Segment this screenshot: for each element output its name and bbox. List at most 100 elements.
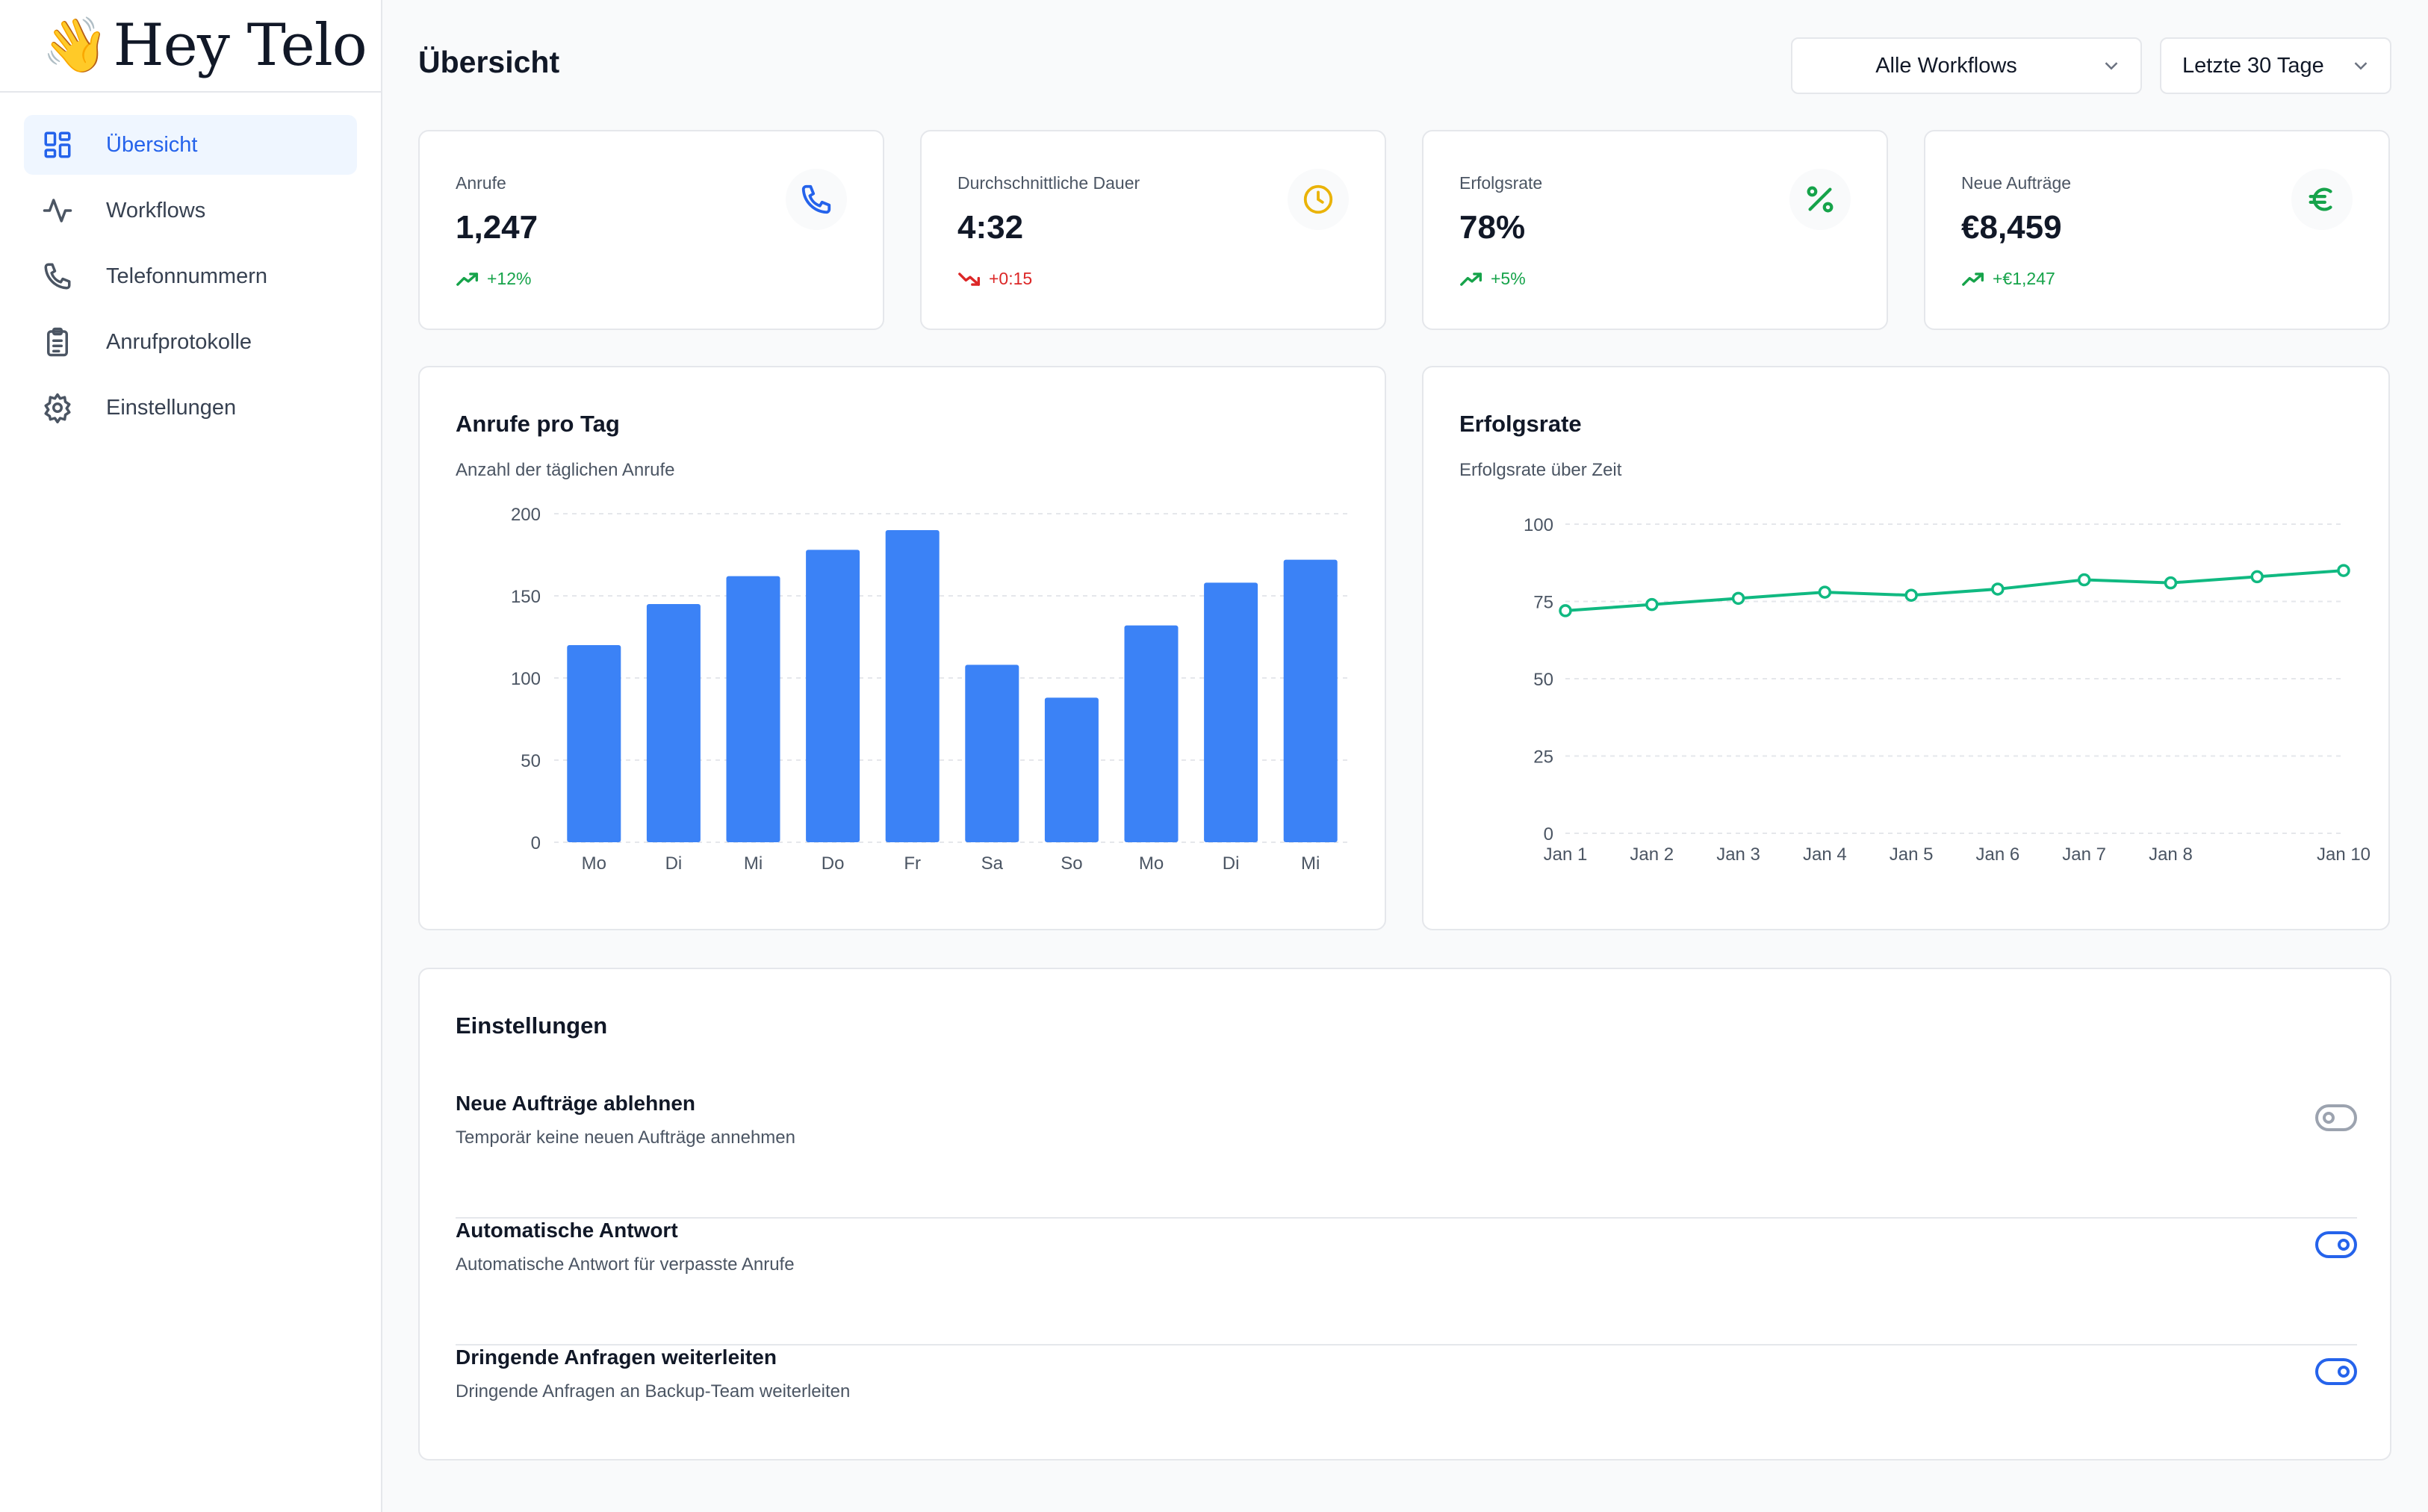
- calls-per-day-chart-card: Anrufe pro Tag Anzahl der täglichen Anru…: [418, 366, 1386, 930]
- toggle-on-icon[interactable]: [2315, 1231, 2357, 1259]
- stat-card-duration: Durchschnittliche Dauer 4:32 +0:15: [920, 130, 1386, 330]
- x-tick-label: Do: [822, 853, 845, 874]
- x-tick-label: Fr: [904, 853, 921, 874]
- chart-title: Anrufe pro Tag: [456, 411, 620, 437]
- success-rate-chart-card: Erfolgsrate Erfolgsrate über Zeit 0 25 50 7…: [1422, 366, 2390, 930]
- data-point: [2164, 576, 2178, 590]
- setting-row-auto-reply: Automatische Antwort Automatische Antwor…: [456, 1219, 2357, 1345]
- setting-description: Dringende Anfragen an Backup-Team weiter…: [456, 1381, 851, 1401]
- sidebar-item-label: Übersicht: [106, 132, 198, 157]
- toggle-on-icon[interactable]: [2315, 1357, 2357, 1386]
- x-tick-label: Jan 10: [2317, 844, 2370, 865]
- bar: [1204, 582, 1258, 842]
- y-tick-label: 100: [511, 669, 541, 689]
- chart-subtitle: Erfolgsrate über Zeit: [1459, 460, 1622, 480]
- activity-icon: [40, 193, 75, 228]
- stat-change-value: +5%: [1491, 269, 1526, 288]
- data-point: [2077, 573, 2091, 587]
- y-tick-label: 50: [521, 751, 541, 771]
- data-point: [1731, 591, 1745, 606]
- bar: [726, 576, 780, 842]
- bar: [1283, 559, 1338, 842]
- data-point: [1818, 585, 1832, 599]
- workflow-select-value: Alle Workflows: [1875, 53, 2017, 78]
- main-content: Übersicht Alle Workflows Letzte 30 Tage …: [382, 0, 2428, 1512]
- series-line: [1565, 569, 2344, 612]
- sidebar-item-uebersicht[interactable]: Übersicht: [24, 115, 357, 175]
- bar: [965, 665, 1019, 842]
- bar: [567, 645, 621, 842]
- stat-change: +€1,247: [1961, 269, 2055, 289]
- x-tick-label: Mo: [1139, 853, 1164, 874]
- setting-description: Temporär keine neuen Aufträge annehmen: [456, 1127, 795, 1148]
- sidebar-item-label: Telefonnummern: [106, 264, 267, 288]
- stat-change: +0:15: [957, 269, 1032, 289]
- percent-icon: [1789, 169, 1851, 230]
- stat-value: 78%: [1459, 209, 1526, 246]
- sidebar-item-anrufprotokolle[interactable]: Anrufprotokolle: [24, 312, 357, 372]
- phone-icon: [40, 259, 75, 293]
- sidebar-item-label: Workflows: [106, 198, 206, 223]
- date-range-select[interactable]: Letzte 30 Tage: [2160, 37, 2391, 94]
- data-point: [1991, 582, 2005, 596]
- phone-icon: [786, 169, 847, 230]
- settings-title: Einstellungen: [456, 1012, 608, 1039]
- data-point: [1904, 588, 1918, 602]
- setting-description: Automatische Antwort für verpasste Anruf…: [456, 1254, 795, 1275]
- stat-card-new-orders: Neue Aufträge €8,459 +€1,247: [1924, 130, 2390, 330]
- stat-change-value: +0:15: [989, 269, 1033, 288]
- date-range-select-value: Letzte 30 Tage: [2182, 53, 2324, 78]
- x-tick-label: Sa: [981, 853, 1004, 874]
- stat-value: 1,247: [456, 209, 538, 246]
- sidebar-item-label: Einstellungen: [106, 395, 237, 420]
- x-tick-label: Jan 6: [1976, 844, 2020, 865]
- euro-icon: [2291, 169, 2353, 230]
- x-tick-label: Jan 7: [2062, 844, 2106, 865]
- workflow-select[interactable]: Alle Workflows: [1791, 37, 2142, 94]
- sidebar-item-telefonnummern[interactable]: Telefonnummern: [24, 246, 357, 306]
- sidebar-nav: Übersicht Workflows Telefonnummern Anruf…: [0, 93, 381, 466]
- y-tick-label: 150: [511, 587, 541, 607]
- gear-icon: [40, 391, 75, 425]
- bar: [1044, 697, 1099, 842]
- sidebar-item-workflows[interactable]: Workflows: [24, 181, 357, 240]
- chevron-down-icon: [2354, 62, 2368, 70]
- y-tick-label: 0: [531, 833, 541, 853]
- sidebar-item-einstellungen[interactable]: Einstellungen: [24, 378, 357, 438]
- y-tick-label: 100: [1524, 515, 1553, 535]
- stat-change: +5%: [1459, 269, 1526, 289]
- data-point: [2250, 570, 2264, 584]
- x-tick-label: Mo: [582, 853, 606, 874]
- x-tick-label: Jan 4: [1803, 844, 1847, 865]
- data-point: [1559, 604, 1572, 617]
- stat-change-value: +€1,247: [1993, 269, 2055, 288]
- brand-name: Hey Telo: [113, 12, 367, 79]
- stat-value: €8,459: [1961, 209, 2062, 246]
- x-tick-label: Jan 5: [1890, 844, 1934, 865]
- bar-chart: 0 50 100 150 200 Mo Di Mi Do Fr Sa So Mo Di Mi: [511, 505, 1350, 874]
- chevron-down-icon: [2105, 62, 2118, 70]
- toggle-off-icon[interactable]: [2315, 1104, 2357, 1132]
- clock-icon: [1288, 169, 1349, 230]
- bar: [806, 550, 860, 842]
- x-tick-label: Di: [1223, 853, 1240, 874]
- sidebar-item-label: Anrufprotokolle: [106, 329, 252, 354]
- trending-down-icon: [958, 272, 981, 286]
- line-chart: 0 25 50 75 100 Jan 1 Jan 2 Jan 3 Jan 4 Jan 5 Jan 6…: [1524, 515, 2370, 865]
- trending-up-icon: [456, 272, 479, 286]
- chart-title: Erfolgsrate: [1459, 411, 1582, 437]
- brand-logo[interactable]: 👋 Hey Telo: [0, 0, 381, 93]
- bar: [885, 530, 940, 842]
- x-tick-label: Di: [665, 853, 683, 874]
- x-tick-label: Mi: [1301, 853, 1320, 874]
- x-tick-label: Mi: [744, 853, 763, 874]
- setting-row-forward-urgent: Dringende Anfragen weiterleiten Dringend…: [456, 1345, 2357, 1472]
- trending-up-icon: [1460, 272, 1482, 286]
- stat-label: Neue Aufträge: [1961, 173, 2072, 193]
- x-tick-label: Jan 2: [1630, 844, 1674, 865]
- y-tick-label: 75: [1533, 593, 1553, 613]
- stat-card-calls: Anrufe 1,247 +12%: [418, 130, 884, 330]
- trending-up-icon: [1962, 272, 1984, 286]
- x-tick-label: Jan 1: [1544, 844, 1588, 865]
- y-tick-label: 0: [1544, 824, 1553, 844]
